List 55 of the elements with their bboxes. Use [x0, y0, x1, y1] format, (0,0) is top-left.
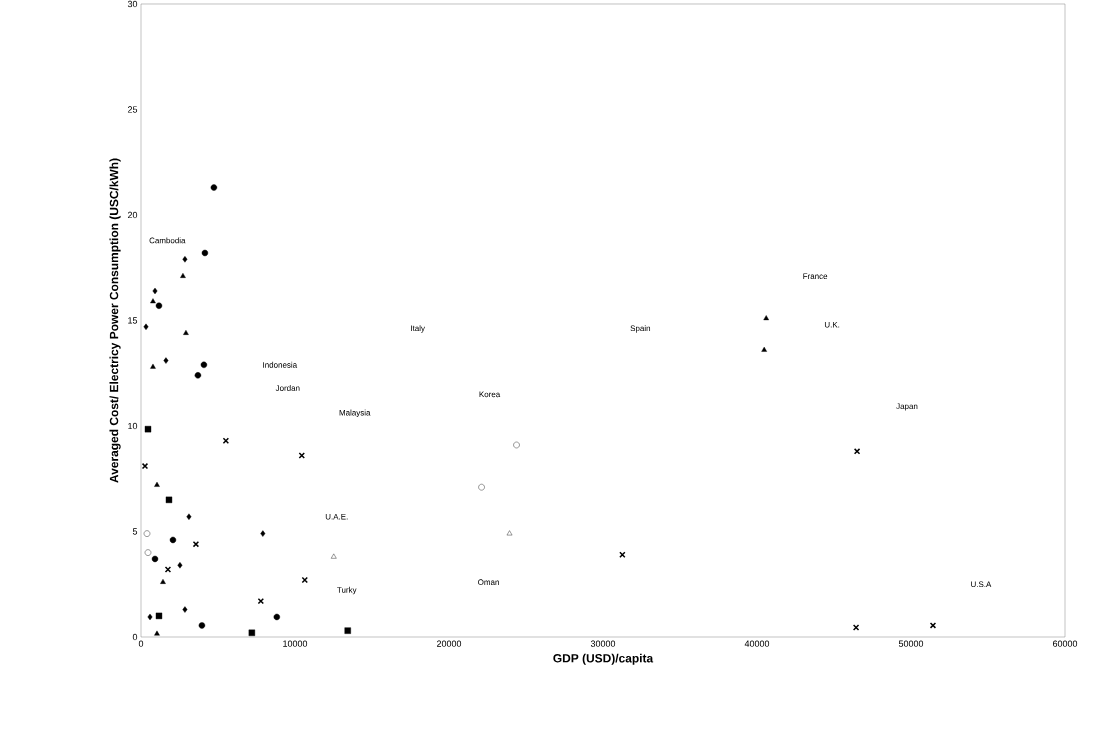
point [160, 578, 166, 584]
point [144, 425, 152, 433]
x-tick-label: 10000 [283, 640, 308, 647]
point [506, 530, 513, 536]
point [144, 549, 152, 556]
y-tick-label: 30 [127, 0, 138, 8]
point [151, 555, 159, 563]
point [344, 627, 351, 634]
y-tick-label: 0 [132, 633, 138, 641]
point [200, 361, 208, 368]
point [194, 372, 202, 379]
y-tick-label: 10 [128, 422, 138, 430]
x-tick-label: 0 [138, 640, 144, 647]
point [761, 346, 767, 352]
point [165, 496, 173, 504]
point [180, 273, 186, 278]
point [155, 302, 163, 309]
point [155, 612, 163, 620]
y-tick-label: 15 [128, 317, 138, 324]
y-tick-label: 5 [132, 528, 138, 535]
point [154, 481, 160, 487]
point [513, 441, 520, 449]
x-tick-label: 20000 [436, 640, 462, 647]
point [273, 613, 281, 621]
x-axis-title: GDP (USD)/capita [553, 653, 654, 665]
point [143, 323, 149, 331]
point [150, 298, 156, 304]
point [257, 597, 265, 605]
point [248, 629, 256, 636]
point [330, 553, 337, 559]
x-tick-label: 40000 [744, 640, 770, 647]
point [183, 329, 189, 335]
point [198, 622, 206, 629]
point [169, 536, 177, 544]
y-tick-label: 20 [127, 211, 138, 219]
point [152, 287, 158, 295]
y-tick-label: 25 [127, 106, 138, 113]
point [143, 530, 151, 537]
point [201, 249, 209, 257]
point [163, 357, 169, 364]
x-tick-label: 50000 [898, 640, 924, 647]
point [186, 513, 192, 520]
point [260, 530, 266, 537]
point [182, 256, 188, 263]
point [147, 613, 153, 621]
y-axis-title: Averaged Cost/ Electricy Power Consumption (USC/kWh) [109, 158, 121, 483]
point [763, 315, 769, 321]
point [210, 184, 218, 191]
x-tick-label: 60000 [1052, 640, 1078, 647]
point [150, 363, 156, 369]
point [478, 484, 485, 491]
point [177, 562, 183, 569]
point [182, 606, 188, 613]
point [154, 630, 160, 636]
x-tick-label: 30000 [590, 640, 616, 647]
